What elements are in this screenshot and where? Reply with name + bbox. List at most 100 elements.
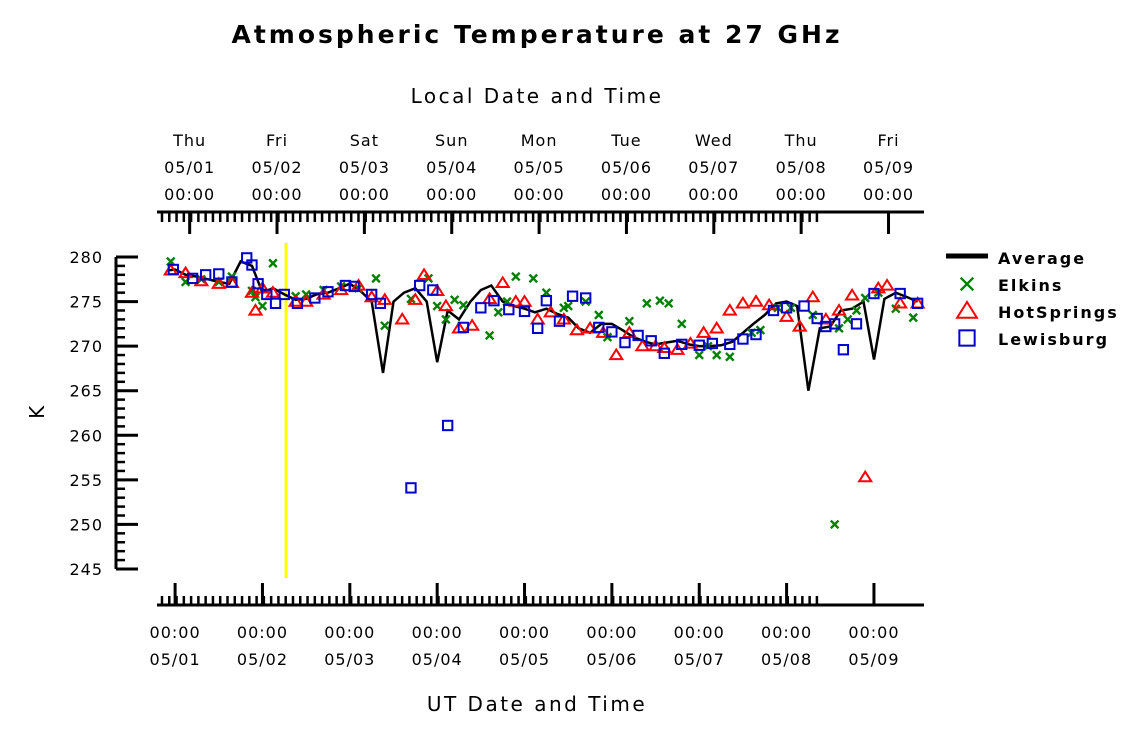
series-hotsprings-point xyxy=(621,325,638,338)
legend-average-label: Average xyxy=(998,249,1086,268)
series-hotsprings-point xyxy=(569,322,585,336)
legend-hotsprings-label: HotSprings xyxy=(998,303,1119,322)
top-axis: Thu 05/01 00:00 Fri 05/02 00:00 Sat 05/03 00:00 S… xyxy=(157,131,924,234)
series-lewisburg-point xyxy=(580,292,592,304)
series-hotsprings-point xyxy=(507,294,524,307)
top-tick-date: 05/04 xyxy=(426,158,477,177)
bottom-axis-title: UT Date and Time xyxy=(427,692,647,716)
series-elkins-point xyxy=(677,319,687,329)
series-lewisburg-point xyxy=(322,286,334,298)
series-elkins-point xyxy=(860,293,870,303)
y-tick-label: 255 xyxy=(69,471,103,490)
top-tick-date: 05/01 xyxy=(164,158,215,177)
bottom-tick-time: 00:00 xyxy=(324,623,375,642)
bottom-tick-time: 00:00 xyxy=(150,623,201,642)
series-elkins-point xyxy=(829,519,840,530)
top-tick-day: Wed xyxy=(695,131,733,150)
series-lewisburg-point xyxy=(553,315,566,327)
legend-lewisburg-label: Lewisburg xyxy=(998,330,1109,349)
top-tick-time: 00:00 xyxy=(514,185,565,204)
series-elkins-point xyxy=(528,273,538,284)
series-lewisburg-point xyxy=(374,297,387,310)
series-lewisburg-point xyxy=(737,333,749,345)
series-lewisburg-point xyxy=(606,326,618,338)
series-elkins-point xyxy=(511,271,521,282)
series-elkins-point xyxy=(484,330,495,341)
series-elkins-point xyxy=(441,314,451,325)
top-tick-time: 00:00 xyxy=(339,185,390,204)
series-lewisburg-point xyxy=(291,297,304,310)
series-hotsprings-point xyxy=(298,294,314,307)
series-elkins-point xyxy=(594,310,604,320)
series-lewisburg-point xyxy=(619,336,631,349)
series-hotsprings-point xyxy=(438,298,454,312)
series-layer xyxy=(162,252,926,530)
series-lewisburg-point xyxy=(593,321,605,334)
series-hotsprings-point xyxy=(210,276,227,289)
series-lewisburg-point xyxy=(405,482,417,494)
bottom-axis: 00:00 05/01 00:00 05/02 00:00 05/03 00:00 05/04… xyxy=(150,583,924,669)
series-elkins-point xyxy=(694,350,704,360)
bottom-tick-time: 00:00 xyxy=(237,623,288,642)
series-hotsprings-point xyxy=(247,303,264,316)
series-elkins-point xyxy=(458,300,469,310)
series-elkins-point xyxy=(380,320,390,331)
series-hotsprings-point xyxy=(778,309,795,322)
series-hotsprings-point xyxy=(529,312,546,325)
legend: Average Elkins HotSprings Lewisburg xyxy=(946,249,1119,349)
series-lewisburg-point xyxy=(252,278,264,290)
series-hotsprings-point xyxy=(682,336,699,349)
series-lewisburg-point xyxy=(167,263,180,276)
series-hotsprings-point xyxy=(608,347,625,361)
series-elkins-point xyxy=(624,316,635,326)
chart-title: Atmospheric Temperature at 27 GHz xyxy=(231,20,842,49)
top-tick-day: Sun xyxy=(435,131,468,150)
series-lewisburg-point xyxy=(868,287,880,300)
series-elkins-point xyxy=(563,301,573,311)
series-elkins-point xyxy=(257,301,268,311)
series-elkins-point xyxy=(493,307,504,317)
series-elkins-point xyxy=(655,295,665,306)
series-elkins-point xyxy=(725,352,735,362)
top-tick-time: 00:00 xyxy=(601,185,652,204)
series-lewisburg-point xyxy=(475,302,487,314)
series-lewisburg-point xyxy=(348,280,360,293)
series-hotsprings-point xyxy=(363,289,380,303)
series-lewisburg-point xyxy=(811,312,823,325)
bottom-tick-time: 00:00 xyxy=(586,623,637,642)
series-hotsprings-point xyxy=(177,265,194,279)
series-lewisburg-point xyxy=(828,318,841,330)
series-lewisburg-point xyxy=(226,276,238,288)
series-hotsprings-point xyxy=(892,295,909,309)
series-hotsprings-point xyxy=(416,267,432,280)
y-axis: 245 250 255 260 265 270 275 280 xyxy=(69,248,138,579)
bottom-tick-time: 00:00 xyxy=(412,623,463,642)
top-tick-time: 00:00 xyxy=(863,185,914,204)
series-lewisburg-point xyxy=(488,295,500,307)
top-tick-day: Tue xyxy=(610,131,641,150)
series-lewisburg-point xyxy=(213,268,225,280)
series-elkins-point xyxy=(908,312,918,323)
top-tick-day: Fri xyxy=(877,131,899,150)
series-lewisburg-point xyxy=(186,272,199,285)
bottom-tick-date: 05/08 xyxy=(761,650,812,669)
series-elkins-point xyxy=(580,296,591,307)
series-lewisburg-point xyxy=(503,303,515,316)
series-hotsprings-point xyxy=(244,285,260,298)
series-hotsprings-point xyxy=(634,338,651,352)
series-hotsprings-point xyxy=(735,295,751,309)
legend-hotsprings-swatch xyxy=(955,300,979,319)
series-hotsprings-point xyxy=(656,340,673,354)
series-lewisburg-point xyxy=(658,347,670,359)
series-hotsprings-point xyxy=(315,287,332,300)
series-lewisburg-point xyxy=(894,287,906,300)
series-elkins-point xyxy=(712,350,722,360)
top-tick-date: 05/03 xyxy=(339,158,390,177)
top-tick-time: 00:00 xyxy=(164,185,215,204)
series-hotsprings-point xyxy=(407,292,424,305)
legend-lewisburg-swatch xyxy=(958,329,976,347)
series-lewisburg-point xyxy=(798,300,810,312)
top-tick-date: 05/08 xyxy=(776,158,827,177)
series-lewisburg-point xyxy=(724,338,736,351)
